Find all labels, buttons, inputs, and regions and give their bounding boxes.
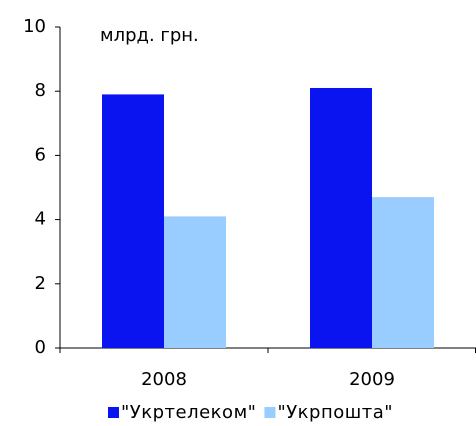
bar [372,197,434,348]
legend-swatch [264,407,276,418]
y-tick-label: 4 [35,209,46,230]
y-tick-label: 10 [23,16,46,37]
bar [102,94,164,348]
y-tick-label: 0 [35,337,46,358]
legend-label: "Укртелеком" [121,402,256,423]
legend-swatch [108,407,119,418]
x-tick-label: 2008 [141,369,187,390]
unit-annotation: млрд. грн. [100,25,199,46]
y-tick-label: 6 [35,144,46,165]
x-tick-label: 2009 [349,369,395,390]
y-tick-label: 2 [35,273,46,294]
bar [310,87,372,349]
legend-label: "Укрпошта" [277,402,393,423]
y-tick-label: 8 [35,80,46,101]
bar [164,216,226,348]
